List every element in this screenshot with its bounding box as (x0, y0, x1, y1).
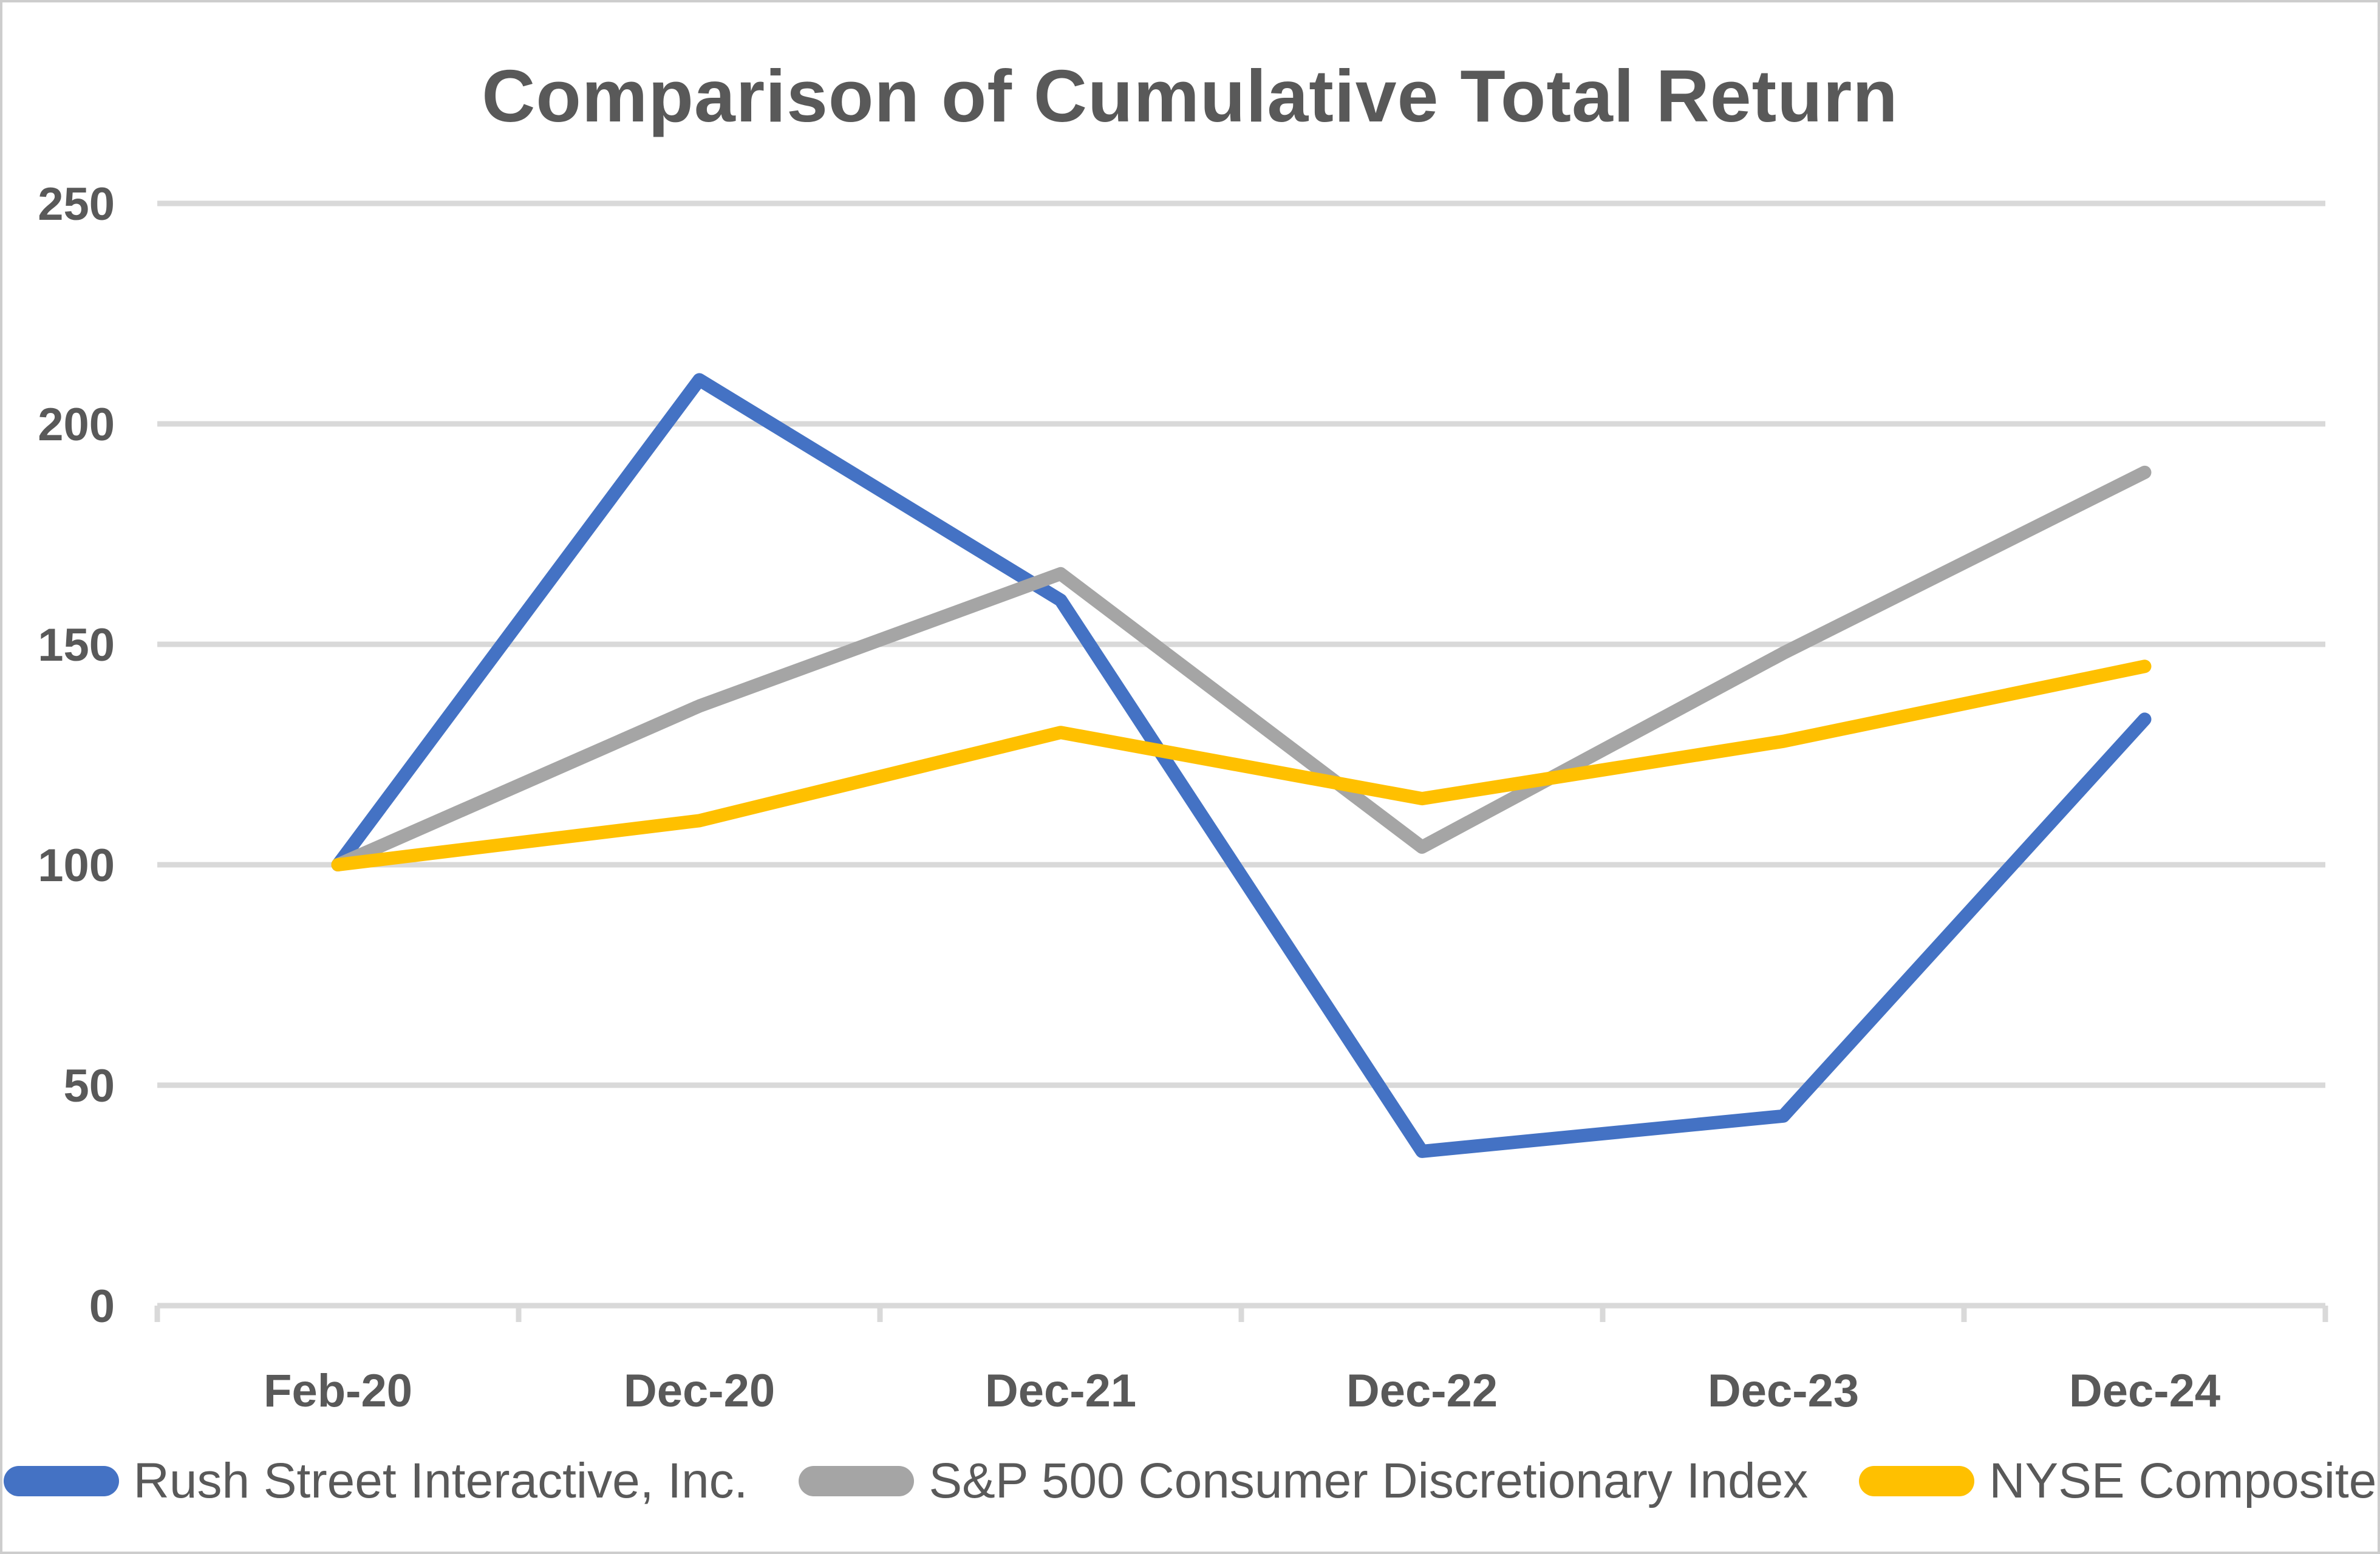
series-line-rush-street-interactive-inc (331, 373, 2152, 1158)
legend-item-nyse-composite: NYSE Composite (1859, 1453, 2376, 1510)
legend-line-marker-nyse-composite (1859, 1466, 1975, 1496)
x-tick-label: Feb-20 (264, 1365, 412, 1417)
legend-line-marker-s-p-500-consumer-discretionary-index (799, 1466, 915, 1496)
legend-item-s-p-500-consumer-discretionary-index: S&P 500 Consumer Discretionary Index (799, 1453, 1808, 1510)
y-tick-label: 50 (63, 1060, 115, 1112)
x-tick-label: Dec-24 (2069, 1365, 2220, 1417)
chart-title: Comparison of Cumulative Total Return (482, 55, 1898, 137)
x-tick-label: Dec-23 (1708, 1365, 1859, 1417)
series-line-nyse-composite (331, 659, 2152, 871)
legend: Rush Street Interactive, Inc. S&P 500 Con… (2, 1453, 2378, 1510)
y-tick-label: 250 (38, 179, 115, 230)
y-tick-label: 100 (38, 840, 115, 891)
y-tick-label: 0 (89, 1281, 115, 1332)
x-tick-label: Dec-21 (985, 1365, 1136, 1417)
legend-line-marker-rush-street-interactive-inc (3, 1466, 119, 1496)
y-tick-label: 150 (38, 619, 115, 671)
x-tick-label: Dec-22 (1346, 1365, 1498, 1417)
x-tick-label: Dec-20 (624, 1365, 775, 1417)
legend-label: Rush Street Interactive, Inc. (133, 1453, 748, 1508)
legend-label: NYSE Composite (1989, 1453, 2377, 1508)
legend-item-rush-street-interactive-inc: Rush Street Interactive, Inc. (3, 1453, 748, 1510)
legend-label: S&P 500 Consumer Discretionary Index (929, 1453, 1809, 1508)
y-tick-label: 200 (38, 399, 115, 451)
series-line-s-p-500-consumer-discretionary-index (331, 465, 2152, 871)
